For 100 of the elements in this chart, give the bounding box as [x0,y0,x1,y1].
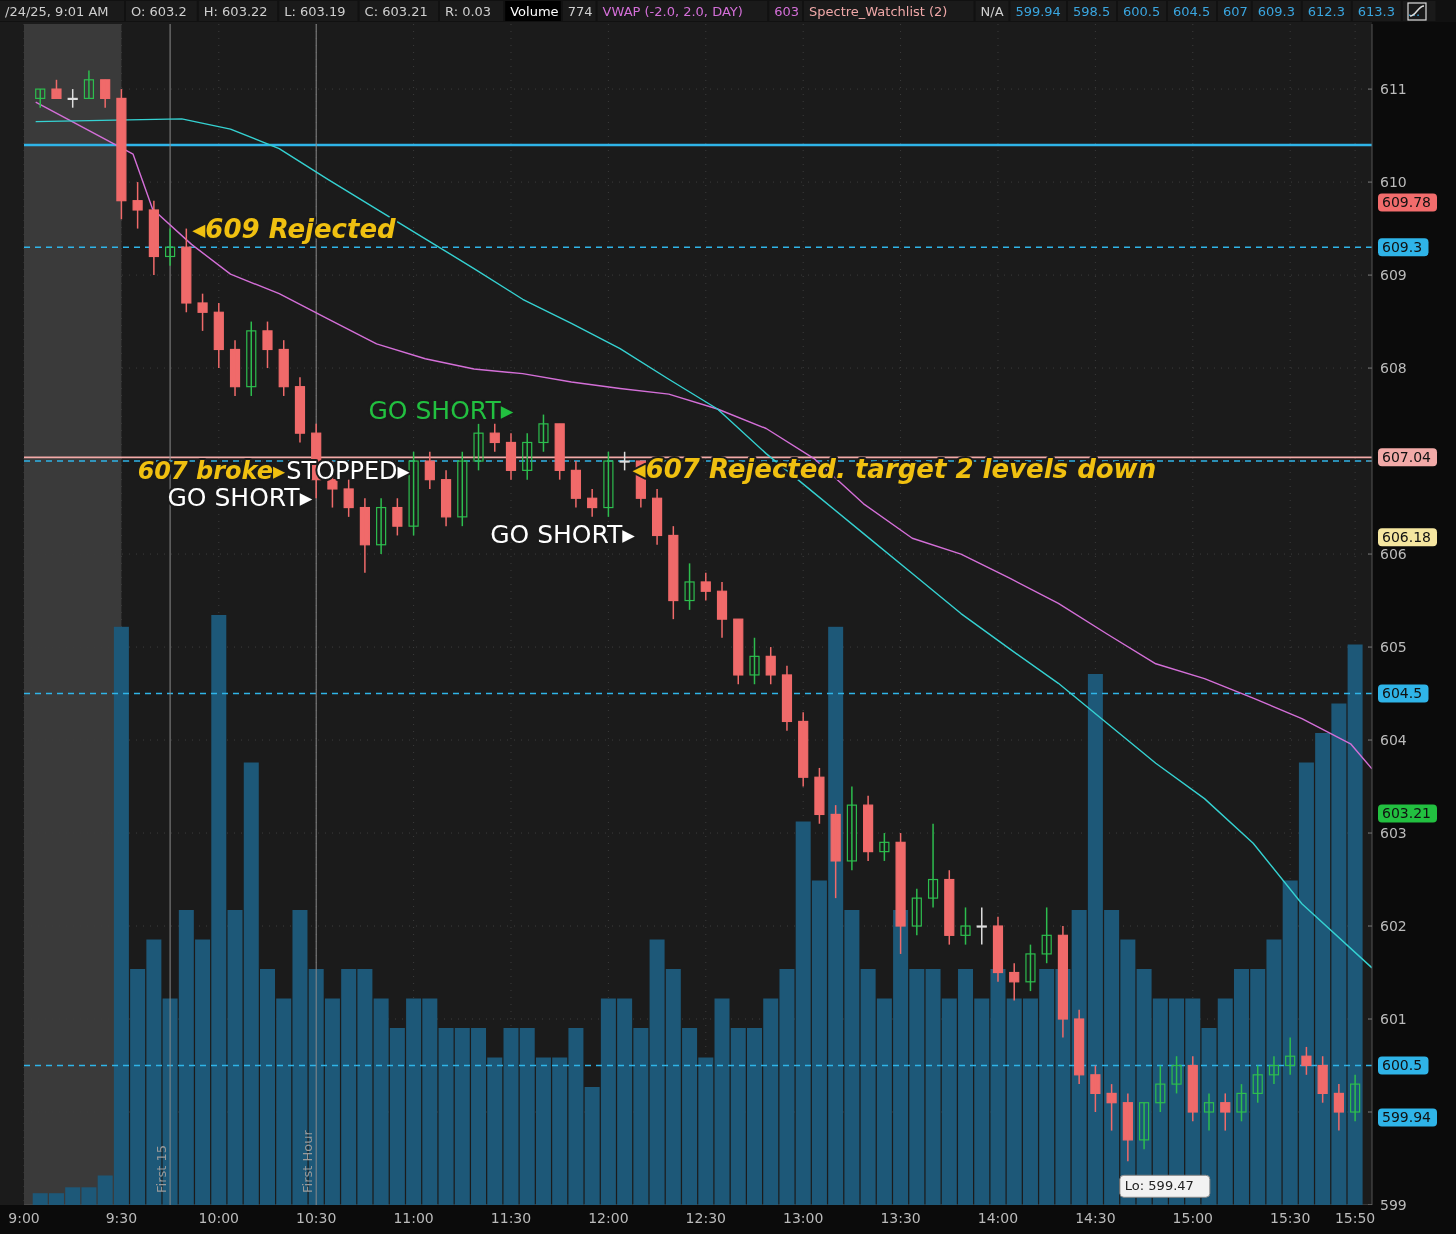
y-tick-label: 602 [1380,917,1407,934]
candlestick [1155,1064,1166,1113]
y-tick-label: 606 [1380,545,1407,562]
text: R: 0.03 [445,4,492,19]
candlestick [392,497,403,537]
x-tick-label: 9:30 [105,1210,138,1226]
candlestick [603,451,614,518]
candlestick [976,906,987,946]
y-tick-label: 601 [1380,1010,1407,1027]
x-tick-label: 9:00 [8,1210,40,1226]
candlestick [1350,1074,1361,1123]
x-tick-label: 11:00 [393,1210,434,1226]
candlestick [165,227,176,267]
x-tick-label: 13:30 [880,1210,921,1226]
candlestick [879,832,890,862]
candlestick [1252,1064,1263,1104]
candlestick [684,562,695,611]
candlestick [619,451,630,472]
y-tick-label: 611 [1380,80,1407,97]
x-tick-label: 10:00 [198,1210,239,1226]
candlestick [457,451,468,527]
candlestick [1301,1046,1312,1076]
candlestick [408,451,419,537]
text: /24/25, 9:01 AM [5,4,109,19]
y-tick-label: 609 [1380,266,1407,283]
candlestick [473,423,484,472]
text: 774 [567,4,593,19]
text: 599.94 [1015,4,1061,19]
text: 600.5 [1123,4,1161,19]
annotation: GO SHORT▸ [368,396,514,426]
candlestick [749,637,760,685]
candlestick [197,292,208,332]
candlestick [911,888,922,937]
text: ... [1407,4,1421,19]
candlestick [116,88,127,221]
x-tick-label: 12:30 [685,1210,726,1226]
text: Volume [510,4,559,19]
candlestick [1138,1101,1150,1150]
text: 603.21 [1382,805,1431,822]
text: 612.3 [1307,4,1346,19]
candlestick [1106,1083,1117,1132]
candlestick [132,181,143,230]
candlestick [1285,1036,1296,1076]
candlestick [35,88,46,109]
text: 606.18 [1382,529,1431,546]
x-tick-label: 15:30 [1270,1210,1311,1226]
candlestick [1090,1064,1101,1113]
x-tick-label: 11:30 [490,1210,532,1226]
text: 604.5 [1173,4,1211,19]
candlestick [51,79,62,100]
ref-line-label: 604.5 [1382,685,1423,702]
annotation: 607 broke▸ [137,457,286,486]
candlestick [846,785,857,871]
candlestick [1171,1055,1182,1095]
line-series [34,101,1373,770]
y-tick-label: 603 [1380,824,1407,841]
text: 613.3 [1357,4,1396,19]
text: 598.5 [1073,4,1111,19]
candlestick [733,618,744,685]
candlestick [376,497,387,555]
line-series [34,118,1373,969]
candlestick [765,646,776,685]
candlestick [343,478,354,518]
annotation: ◂609 Rejected [192,213,397,244]
x-tick-label: 14:00 [977,1210,1019,1226]
text: 599.94 [1382,1109,1432,1126]
annotation: GO SHORT▸ [167,483,313,513]
candlestick [927,822,939,909]
y-tick-label: 604 [1380,731,1407,748]
text: 603 [774,4,800,19]
ref-line-label: 609.3 [1382,239,1423,256]
ref-line-label: First 15 [154,1144,170,1193]
candlestick [522,432,533,481]
x-tick-label: 14:30 [1075,1210,1116,1226]
text: N/A [980,4,1004,19]
x-tick-label: 15:50 [1334,1210,1376,1226]
candlestick [1203,1092,1215,1132]
ref-line-label: 607.04 [1382,449,1432,466]
y-tick-label: 599 [1380,1196,1407,1213]
candlestick [1268,1055,1280,1085]
candlestick [1025,943,1036,992]
text: C: 603.21 [364,4,428,19]
ref-line-label: 600.5 [1382,1057,1423,1074]
text: 609.78 [1382,194,1431,211]
y-tick-label: 610 [1380,173,1407,190]
candlestick [538,413,549,453]
annotation: GO SHORT▸ [490,520,636,550]
candlestick [960,906,971,946]
y-tick-label: 605 [1380,638,1407,655]
x-tick-label: 15:00 [1172,1210,1213,1226]
annotation: Lo: 599.47 [1124,1178,1194,1194]
ref-line-label: First Hour [300,1129,316,1193]
text: O: 603.2 [131,4,187,19]
text: 607 [1223,4,1248,19]
x-tick-label: 12:00 [588,1210,629,1226]
candlestick [262,320,273,369]
candlestick [814,767,825,825]
bar [1347,644,1363,1205]
x-tick-label: 13:00 [783,1210,824,1226]
text: 609.3 [1257,4,1296,19]
